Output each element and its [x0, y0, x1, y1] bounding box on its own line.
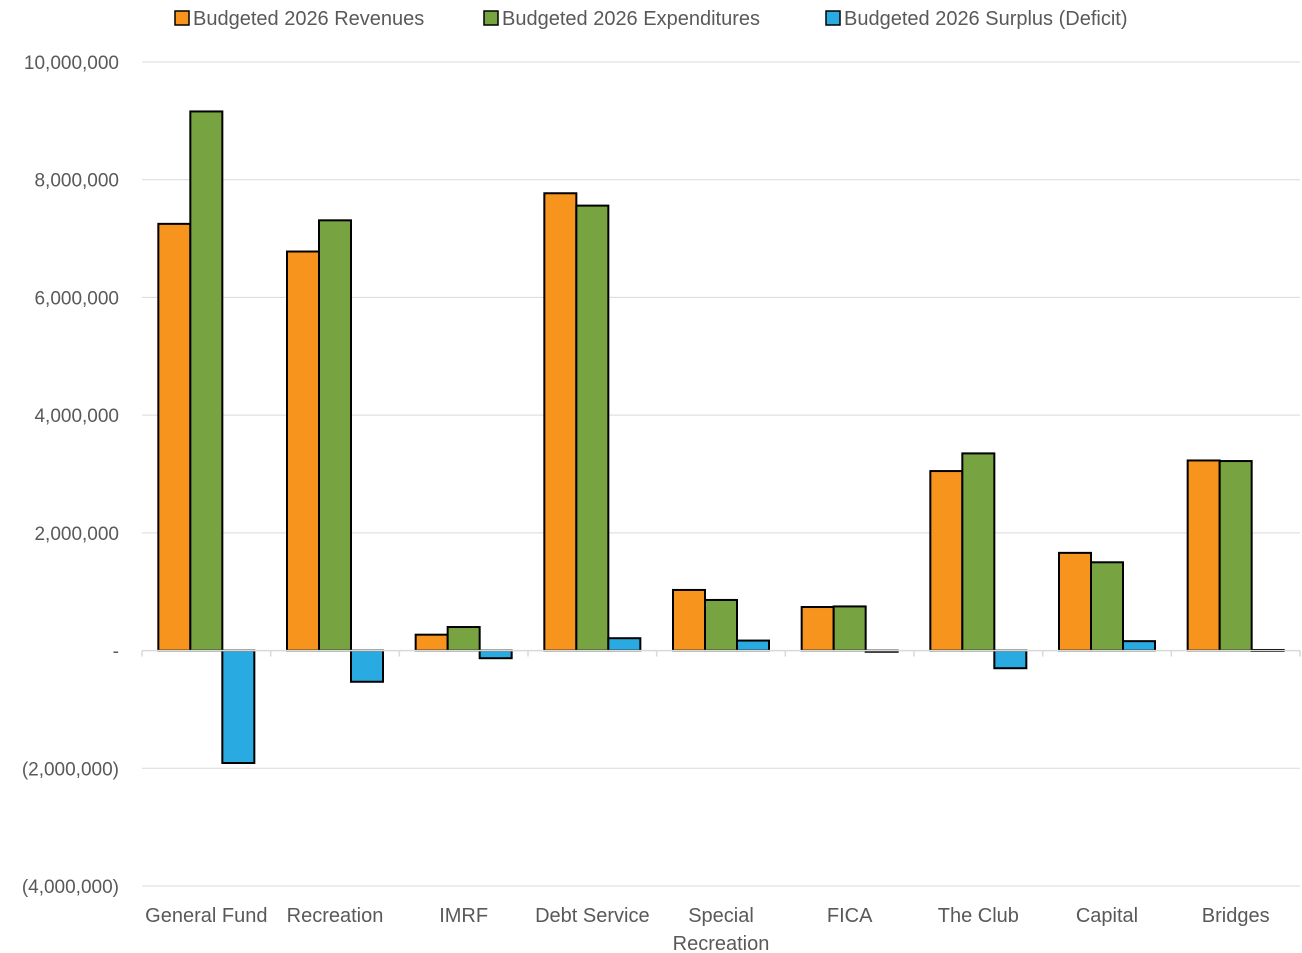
- bar-expenditures: [189, 110, 224, 652]
- legend-item[interactable]: Budgeted 2026 Surplus (Deficit): [825, 8, 1128, 30]
- category-label: FICA: [827, 905, 873, 927]
- y-tick-label: 2,000,000: [34, 524, 119, 545]
- bar-expenditures: [1090, 561, 1124, 652]
- y-tick-label: (2,000,000): [22, 759, 119, 780]
- legend-label: Budgeted 2026 Revenues: [193, 8, 424, 30]
- category-label: Recreation: [287, 905, 384, 927]
- category-label: Capital: [1076, 905, 1138, 927]
- category-label: IMRF: [439, 905, 488, 927]
- bar-surplus: [1122, 640, 1156, 652]
- y-tick-label: (4,000,000): [22, 877, 119, 898]
- bar-surplus: [478, 649, 513, 660]
- bar-revenues: [672, 588, 706, 652]
- legend-swatch: [825, 10, 841, 26]
- bar-revenues: [1058, 551, 1092, 652]
- bar-revenues: [800, 606, 835, 652]
- bar-expenditures: [704, 598, 738, 652]
- bar-revenues: [543, 192, 578, 652]
- category-label: Recreation: [673, 933, 770, 953]
- bar-expenditures: [961, 452, 996, 652]
- bars: [157, 110, 1285, 764]
- bar-revenues: [286, 250, 320, 652]
- bar-surplus: [607, 637, 642, 652]
- y-tick-label: 10,000,000: [24, 53, 119, 74]
- x-axis: [141, 649, 1301, 657]
- legend[interactable]: Budgeted 2026 Revenues Budgeted 2026 Expe…: [174, 8, 1128, 30]
- y-tick-label: 4,000,000: [34, 406, 119, 427]
- y-tick-label: -: [113, 642, 119, 663]
- category-label: Debt Service: [535, 905, 650, 927]
- legend-label: Budgeted 2026 Surplus (Deficit): [844, 8, 1128, 30]
- legend-swatch: [483, 10, 499, 26]
- category-label: Bridges: [1202, 905, 1270, 927]
- bar-revenues: [414, 633, 449, 652]
- y-tick-label: 6,000,000: [34, 288, 119, 309]
- legend-label: Budgeted 2026 Expenditures: [502, 8, 760, 30]
- bar-expenditures: [1218, 460, 1253, 652]
- legend-swatch: [174, 10, 190, 26]
- bar-revenues: [1186, 459, 1221, 652]
- bar-revenues: [929, 470, 964, 652]
- bar-expenditures: [575, 204, 610, 652]
- y-axis-ticks: 10,000,000 8,000,000 6,000,000 4,000,000 2,0…: [22, 53, 119, 898]
- legend-item[interactable]: Budgeted 2026 Expenditures: [483, 8, 760, 30]
- category-labels: General Fund Recreation IMRF Debt Service Sp…: [145, 905, 1269, 953]
- bar-expenditures: [318, 219, 352, 652]
- bar-surplus: [993, 649, 1028, 670]
- bar-surplus: [736, 639, 770, 652]
- category-label: The Club: [938, 905, 1019, 927]
- bar-revenues: [157, 222, 192, 652]
- category-label: General Fund: [145, 905, 267, 927]
- bar-expenditures: [832, 605, 867, 652]
- legend-item[interactable]: Budgeted 2026 Revenues: [174, 8, 424, 30]
- y-tick-label: 8,000,000: [34, 171, 119, 192]
- bar-surplus: [221, 649, 256, 764]
- bar-expenditures: [446, 626, 481, 652]
- category-label: Special: [688, 905, 754, 927]
- bar-surplus: [350, 649, 384, 683]
